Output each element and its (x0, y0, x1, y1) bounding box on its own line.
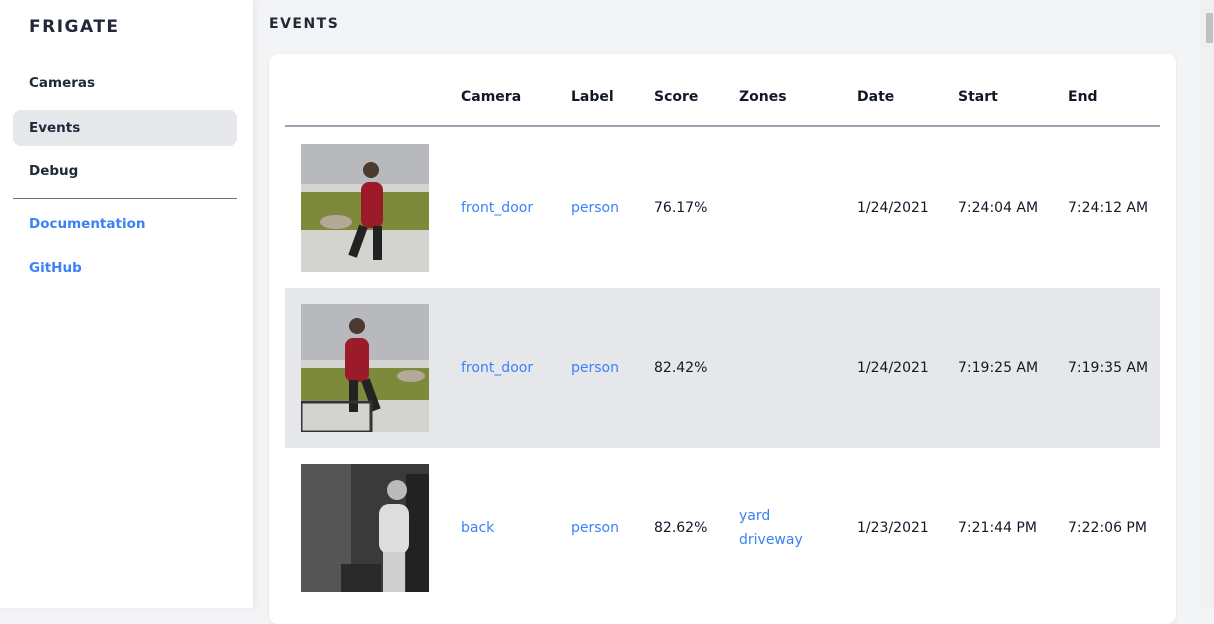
zone-link[interactable]: yard (739, 508, 771, 524)
label-link[interactable]: person (571, 520, 619, 536)
event-thumbnail[interactable] (301, 304, 429, 432)
end-time: 7:24:12 AM (1068, 200, 1149, 216)
event-thumbnail[interactable] (301, 464, 429, 592)
label-link[interactable]: person (571, 360, 619, 376)
end-time: 7:22:06 PM (1068, 520, 1147, 536)
score: 76.17% (654, 200, 708, 216)
zone-link[interactable]: driveway (739, 532, 803, 548)
scrollbar[interactable] (1200, 0, 1214, 608)
header-zones: Zones (739, 89, 787, 105)
camera-link[interactable]: back (461, 520, 495, 536)
start-time: 7:21:44 PM (958, 520, 1037, 536)
sidebar-item-cameras[interactable]: Cameras (29, 75, 96, 91)
header-camera: Camera (461, 89, 522, 105)
page-title: EVENTS (269, 16, 340, 32)
date: 1/24/2021 (857, 360, 929, 376)
date: 1/24/2021 (857, 200, 929, 216)
table-row[interactable]: front_door person 82.42% 1/24/2021 7:19:… (285, 288, 1160, 448)
sidebar-item-events[interactable]: Events (13, 110, 237, 146)
camera-link[interactable]: front_door (461, 200, 534, 216)
date: 1/23/2021 (857, 520, 929, 536)
end-time: 7:19:35 AM (1068, 360, 1149, 376)
zones: yard driveway (739, 504, 803, 552)
table-row[interactable]: back person 82.62% yard driveway 1/23/20… (285, 448, 1160, 608)
start-time: 7:24:04 AM (958, 200, 1039, 216)
start-time: 7:19:25 AM (958, 360, 1039, 376)
github-link[interactable]: GitHub (29, 260, 82, 276)
sidebar-divider (13, 198, 237, 199)
score: 82.42% (654, 360, 708, 376)
brand-logo: FRIGATE (29, 17, 120, 37)
score: 82.62% (654, 520, 708, 536)
header-label: Label (571, 89, 614, 105)
scrollbar-thumb[interactable] (1206, 13, 1213, 43)
documentation-link[interactable]: Documentation (29, 216, 146, 232)
sidebar: FRIGATE Cameras Events Debug Documentati… (0, 0, 253, 608)
table-row[interactable]: front_door person 76.17% 1/24/2021 7:24:… (285, 128, 1160, 288)
header-start: Start (958, 89, 998, 105)
header-end: End (1068, 89, 1098, 105)
event-thumbnail[interactable] (301, 144, 429, 272)
sidebar-item-debug[interactable]: Debug (29, 163, 79, 179)
header-score: Score (654, 89, 699, 105)
label-link[interactable]: person (571, 200, 619, 216)
camera-link[interactable]: front_door (461, 360, 534, 376)
table-header: Camera Label Score Zones Date Start End (285, 85, 1160, 127)
header-date: Date (857, 89, 895, 105)
